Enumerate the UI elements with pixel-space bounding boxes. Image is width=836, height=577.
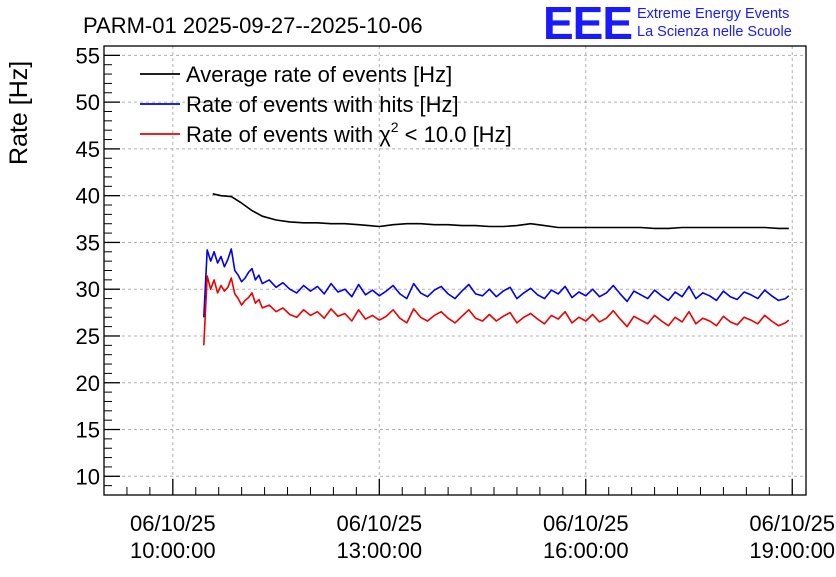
- x-tick-time-label: 16:00:00: [543, 538, 629, 563]
- logo-line-2: La Scienza nelle Scuole: [637, 24, 792, 40]
- series-line-rate-of-events-with-hits-hz: [203, 248, 790, 318]
- legend: Average rate of events [Hz] Rate of event…: [140, 62, 512, 147]
- y-tick-label: 45: [76, 137, 100, 162]
- y-tick-label: 25: [76, 324, 100, 349]
- x-tick-date-label: 06/10/25: [543, 511, 629, 536]
- y-tick-label: 40: [76, 184, 100, 209]
- y-tick-label: 20: [76, 371, 100, 396]
- series-line-rate-of-events-with-10-0-hz: [203, 275, 790, 346]
- x-tick-date-label: 06/10/25: [336, 511, 422, 536]
- logo-line-1: Extreme Energy Events: [637, 6, 790, 22]
- y-tick-label: 50: [76, 90, 100, 115]
- y-tick-label: 10: [76, 464, 100, 489]
- x-tick-time-label: 13:00:00: [336, 538, 422, 563]
- x-tick-date-label: 06/10/25: [749, 511, 835, 536]
- x-tick-date-label: 06/10/25: [130, 511, 216, 536]
- legend-label: Rate of events with hits [Hz]: [186, 92, 459, 117]
- y-axis-label: Rate [Hz]: [5, 61, 33, 165]
- legend-label: Average rate of events [Hz]: [186, 62, 452, 87]
- y-tick-label: 35: [76, 230, 100, 255]
- grid-lines: [104, 46, 806, 495]
- axes: 1015202530354045505506/10/2510:00:0006/1…: [76, 43, 836, 563]
- y-tick-label: 15: [76, 418, 100, 443]
- y-tick-label: 30: [76, 277, 100, 302]
- eee-logo-text: Extreme Energy Events La Scienza nelle S…: [637, 5, 792, 41]
- eee-logo-mark: EEE: [543, 0, 633, 49]
- x-tick-time-label: 19:00:00: [749, 538, 835, 563]
- series-lines: [203, 193, 790, 346]
- series-line-average-rate-of-events-hz: [212, 193, 789, 230]
- chart-title: PARM-01 2025-09-27--2025-10-06: [83, 13, 423, 38]
- legend-label: Rate of events with χ2 < 10.0 [Hz]: [186, 119, 512, 147]
- x-tick-time-label: 10:00:00: [130, 538, 216, 563]
- y-tick-label: 55: [76, 43, 100, 68]
